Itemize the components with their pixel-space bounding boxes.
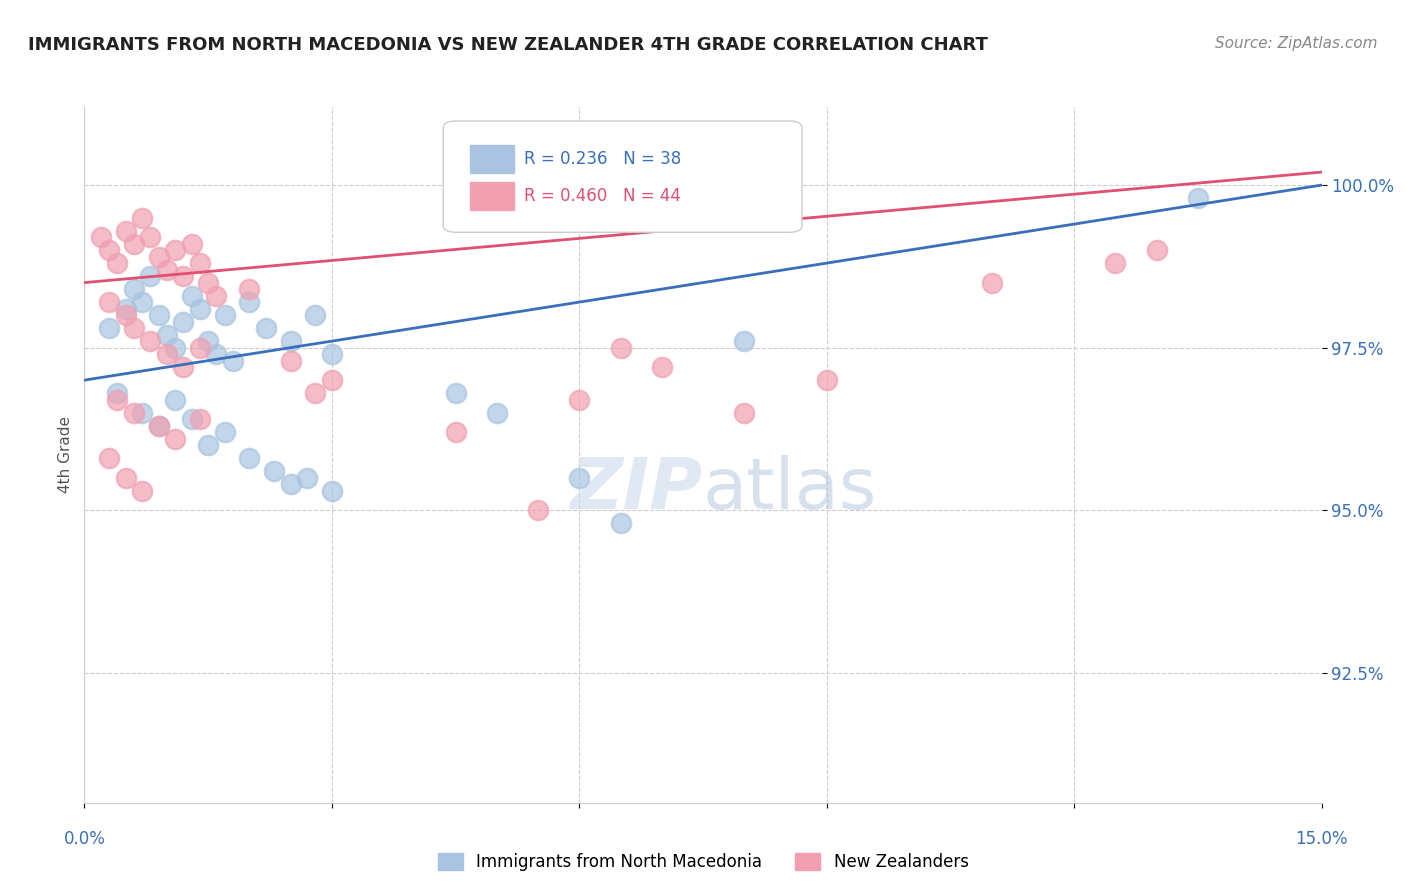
Point (122, 236, 145, 251)
Point (172, 315, 194, 329)
Point (180, 412, 202, 426)
FancyBboxPatch shape (443, 121, 801, 232)
Point (280, 353, 302, 368)
Point (527, 503, 550, 517)
Point (815, 373, 838, 387)
Point (180, 288, 202, 302)
Point (214, 308, 236, 322)
Point (156, 347, 179, 361)
Point (197, 438, 219, 452)
Point (148, 250, 170, 264)
Point (114, 224, 136, 238)
Point (156, 327, 179, 342)
Point (188, 256, 211, 270)
Text: 0.0%: 0.0% (63, 830, 105, 847)
Point (114, 471, 136, 485)
Point (254, 321, 277, 335)
Point (98, 321, 121, 335)
Point (295, 471, 318, 485)
Point (122, 282, 145, 296)
Point (165, 392, 187, 407)
Point (98, 243, 121, 257)
Point (90, 230, 112, 244)
Text: 15.0%: 15.0% (1295, 830, 1348, 847)
Point (609, 341, 631, 355)
Text: Source: ZipAtlas.com: Source: ZipAtlas.com (1215, 36, 1378, 51)
Point (105, 386, 128, 401)
Point (131, 483, 153, 498)
Point (165, 341, 187, 355)
Text: R = 0.236   N = 38: R = 0.236 N = 38 (523, 150, 681, 169)
Point (485, 406, 508, 420)
Point (98, 451, 121, 466)
Bar (471, 145, 513, 173)
Text: atlas: atlas (703, 455, 877, 524)
Point (304, 386, 326, 401)
Point (148, 308, 170, 322)
Point (238, 295, 260, 310)
Legend: Immigrants from North Macedonia, New Zealanders: Immigrants from North Macedonia, New Zea… (430, 847, 976, 878)
Point (238, 282, 260, 296)
Point (197, 276, 219, 290)
Point (214, 425, 236, 439)
Y-axis label: 4th Grade: 4th Grade (58, 417, 73, 493)
Point (263, 464, 285, 478)
Text: R = 0.460   N = 44: R = 0.460 N = 44 (523, 187, 681, 205)
Point (148, 418, 170, 433)
Point (122, 406, 145, 420)
Bar (471, 182, 513, 210)
Point (205, 347, 228, 361)
Point (148, 418, 170, 433)
Point (165, 432, 187, 446)
Point (98, 295, 121, 310)
Point (444, 425, 467, 439)
Text: ZIP: ZIP (571, 455, 703, 524)
Point (131, 211, 153, 225)
Point (980, 276, 1002, 290)
Point (609, 516, 631, 531)
Point (444, 386, 467, 401)
Point (280, 334, 302, 348)
Point (172, 269, 194, 284)
Point (222, 353, 245, 368)
Point (733, 334, 755, 348)
Point (114, 308, 136, 322)
Point (321, 347, 343, 361)
Point (304, 308, 326, 322)
Point (1146, 243, 1168, 257)
Point (280, 477, 302, 491)
Point (733, 406, 755, 420)
Point (114, 301, 136, 316)
Point (321, 373, 343, 387)
Point (105, 256, 128, 270)
Point (172, 360, 194, 375)
Point (1187, 191, 1209, 205)
Point (651, 360, 673, 375)
Point (188, 301, 211, 316)
Point (156, 262, 179, 277)
Point (205, 288, 228, 302)
Point (139, 334, 162, 348)
Point (188, 412, 211, 426)
Text: IMMIGRANTS FROM NORTH MACEDONIA VS NEW ZEALANDER 4TH GRADE CORRELATION CHART: IMMIGRANTS FROM NORTH MACEDONIA VS NEW Z… (28, 36, 988, 54)
Point (197, 334, 219, 348)
Point (131, 406, 153, 420)
Point (139, 230, 162, 244)
Point (180, 236, 202, 251)
Point (238, 451, 260, 466)
Point (165, 243, 187, 257)
Point (321, 483, 343, 498)
Point (188, 341, 211, 355)
Point (568, 392, 591, 407)
Point (131, 295, 153, 310)
Point (122, 321, 145, 335)
Point (568, 471, 591, 485)
Point (1104, 256, 1126, 270)
Point (139, 269, 162, 284)
Point (105, 392, 128, 407)
